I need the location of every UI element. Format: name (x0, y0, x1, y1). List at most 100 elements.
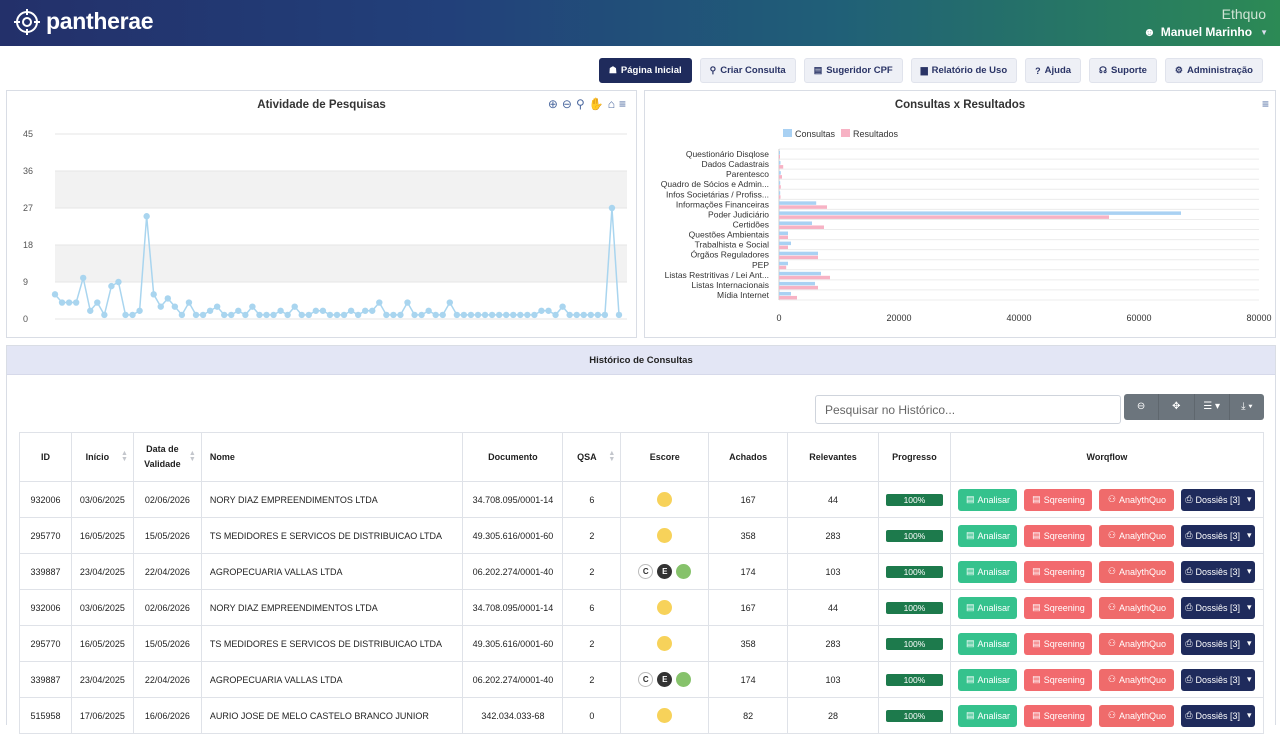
data-point[interactable] (270, 311, 277, 319)
data-point[interactable] (594, 311, 602, 319)
bar[interactable] (779, 215, 1109, 219)
fullscreen-icon[interactable]: ✥ (1159, 394, 1195, 420)
data-point[interactable] (453, 311, 461, 319)
data-point[interactable] (383, 311, 390, 319)
data-point[interactable] (376, 299, 383, 306)
data-point[interactable] (608, 204, 616, 212)
nav-help-button[interactable]: ? Ajuda (1025, 58, 1082, 83)
bar[interactable] (779, 265, 787, 270)
table-row[interactable]: 339887 23/04/2025 22/04/2026 AGROPECUARIA V… (19, 661, 1265, 698)
analythquo-button[interactable]: ⚇ AnalythQuo (1099, 524, 1175, 547)
toggle-view-icon[interactable]: ⊖ (1124, 394, 1160, 420)
column-header[interactable]: Worqflow (949, 432, 1265, 482)
analythquo-button[interactable]: ⚇ AnalythQuo (1099, 668, 1175, 691)
data-point[interactable] (87, 307, 94, 314)
data-point[interactable] (467, 311, 475, 319)
bar[interactable] (779, 281, 815, 286)
sort-icon[interactable]: ▲ ▼ (608, 450, 616, 463)
zoom-select-icon[interactable]: ⚲ (575, 97, 585, 111)
bar[interactable] (779, 165, 784, 169)
data-point[interactable] (192, 311, 200, 319)
data-point[interactable] (80, 274, 87, 282)
bar[interactable] (779, 275, 830, 280)
sqreening-button[interactable]: ▤ Sqreening (1024, 704, 1093, 727)
table-row[interactable]: 339887 23/04/2025 22/04/2026 AGROPECUARIA V… (19, 553, 1265, 590)
sqreening-button[interactable]: ▤ Sqreening (1024, 596, 1093, 619)
bar[interactable] (779, 161, 781, 165)
bar[interactable] (779, 271, 821, 276)
column-header[interactable]: QSA ▲ ▼ (562, 432, 622, 482)
sqreening-button[interactable]: ▤ Sqreening (1024, 524, 1093, 547)
analythquo-button[interactable]: ⚇ AnalythQuo (1099, 704, 1175, 727)
data-point[interactable] (178, 311, 186, 319)
bar[interactable] (779, 225, 824, 229)
data-point[interactable] (171, 303, 179, 310)
dossies-button[interactable]: ⎙ Dossiês [3] ▾ (1181, 704, 1256, 727)
data-point[interactable] (65, 299, 73, 306)
caret-down-icon[interactable]: ▾ (1247, 566, 1252, 576)
analythquo-button[interactable]: ⚇ AnalythQuo (1099, 596, 1175, 619)
dossies-button[interactable]: ⎙ Dossiês [3] ▾ (1181, 668, 1256, 691)
data-point[interactable] (115, 278, 122, 286)
data-point[interactable] (601, 311, 609, 319)
sqreening-button[interactable]: ▤ Sqreening (1024, 632, 1093, 655)
bar[interactable] (779, 285, 818, 290)
table-row[interactable]: 515958 17/06/2025 16/06/2026 AURIO JOSE DE … (19, 697, 1265, 734)
chart-menu-icon[interactable]: ≡ (618, 97, 626, 111)
caret-down-icon[interactable]: ▾ (1247, 638, 1252, 648)
table-row[interactable]: 295770 16/05/2025 15/05/2026 TS MEDIDORES E… (19, 517, 1265, 554)
data-point[interactable] (559, 303, 566, 310)
sqreening-button[interactable]: ▤ Sqreening (1024, 560, 1093, 583)
bar[interactable] (779, 241, 791, 246)
bar[interactable] (779, 245, 788, 250)
nav-headset-button[interactable]: ☊ Suporte (1089, 58, 1157, 83)
data-point[interactable] (552, 311, 559, 319)
data-point[interactable] (263, 311, 270, 319)
dossies-button[interactable]: ⎙ Dossiês [3] ▾ (1181, 524, 1256, 547)
bar[interactable] (779, 255, 818, 260)
brand-logo[interactable]: pantherae (14, 8, 154, 35)
table-row[interactable]: 295770 16/05/2025 15/05/2026 TS MEDIDORES E… (19, 625, 1265, 662)
caret-down-icon[interactable]: ▾ (1247, 494, 1252, 504)
user-menu[interactable]: ☻ Manuel Marinho ▼ (1143, 25, 1268, 39)
nav-list-button[interactable]: ▤ Sugeridor CPF (803, 58, 903, 83)
sqreening-button[interactable]: ▤ Sqreening (1024, 488, 1093, 511)
sort-icon[interactable]: ▲ ▼ (120, 450, 128, 463)
column-header[interactable]: ID (19, 432, 72, 482)
data-point[interactable] (495, 311, 503, 319)
data-point[interactable] (221, 311, 228, 319)
data-point[interactable] (425, 307, 432, 314)
data-point[interactable] (136, 307, 143, 314)
data-point[interactable] (573, 311, 580, 319)
data-point[interactable] (439, 311, 446, 319)
data-point[interactable] (298, 311, 305, 319)
data-point[interactable] (277, 307, 284, 314)
column-header[interactable]: Nome (200, 432, 464, 482)
dossies-button[interactable]: ⎙ Dossiês [3] ▾ (1181, 560, 1256, 583)
analythquo-button[interactable]: ⚇ AnalythQuo (1099, 488, 1175, 511)
data-point[interactable] (432, 311, 439, 319)
legend-label[interactable]: Consultas (795, 129, 836, 139)
export-icon[interactable]: ⤓ ▾ (1241, 401, 1253, 412)
data-point[interactable] (510, 311, 517, 319)
data-point[interactable] (340, 311, 348, 319)
column-header[interactable]: Progresso (877, 432, 951, 482)
data-point[interactable] (347, 307, 355, 314)
bar[interactable] (779, 261, 788, 266)
bar[interactable] (779, 291, 791, 296)
data-point[interactable] (397, 311, 404, 319)
dossies-button[interactable]: ⎙ Dossiês [3] ▾ (1181, 632, 1256, 655)
data-point[interactable] (488, 311, 496, 319)
data-point[interactable] (157, 303, 164, 310)
column-header[interactable]: Data de Validade ▲ ▼ (132, 432, 202, 482)
bar[interactable] (779, 205, 827, 209)
data-point[interactable] (503, 311, 510, 319)
bar[interactable] (779, 191, 781, 195)
data-point[interactable] (538, 307, 545, 314)
history-search-input[interactable] (815, 395, 1121, 424)
data-point[interactable] (446, 299, 453, 306)
data-point[interactable] (256, 311, 263, 319)
dossies-button[interactable]: ⎙ Dossiês [3] ▾ (1181, 596, 1256, 619)
data-point[interactable] (481, 311, 489, 319)
bar[interactable] (779, 151, 780, 155)
